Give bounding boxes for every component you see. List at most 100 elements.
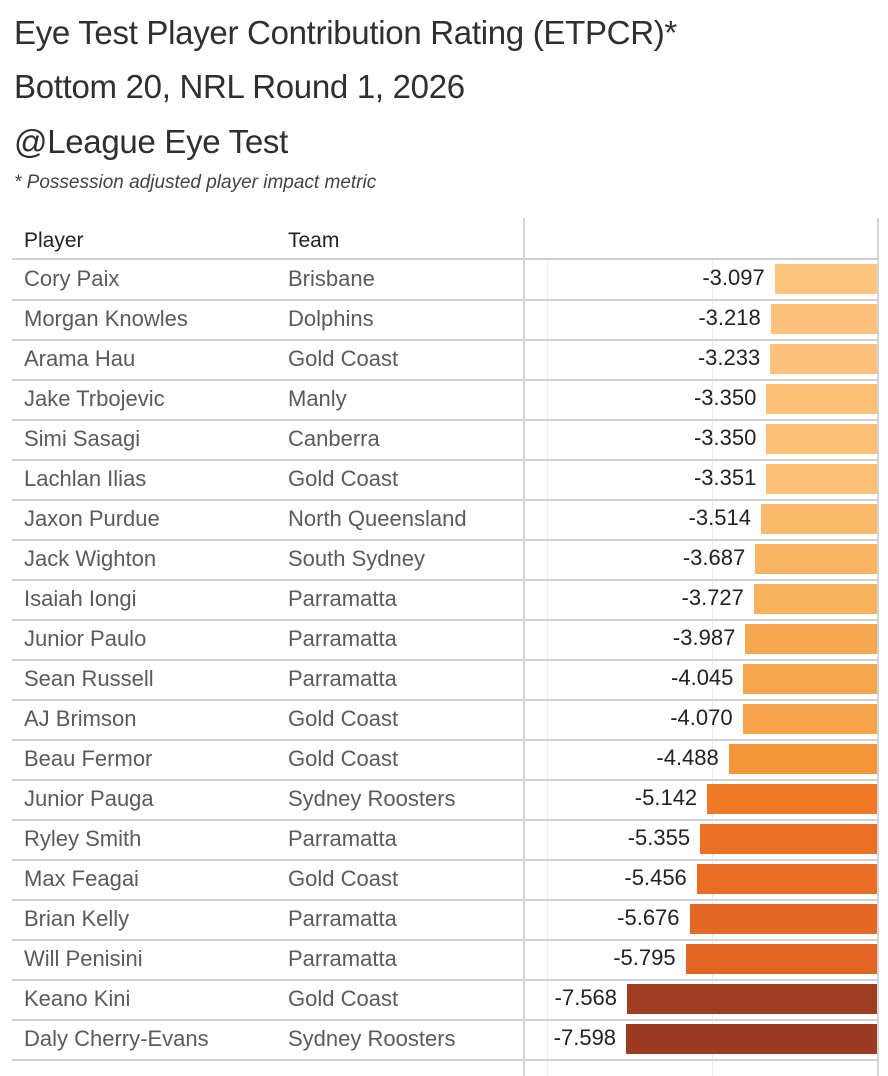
rating-value: -3.350 bbox=[693, 425, 757, 450]
rating-bar bbox=[774, 264, 877, 294]
player-name: Morgan Knowles bbox=[24, 306, 188, 331]
rating-bar bbox=[707, 784, 877, 814]
player-name: Beau Fermor bbox=[24, 746, 153, 771]
row-divider bbox=[12, 1059, 878, 1061]
chart-title-line-1: Eye Test Player Contribution Rating (ETP… bbox=[14, 14, 677, 51]
rating-bar bbox=[626, 1024, 877, 1054]
header-team: Team bbox=[288, 229, 340, 252]
column-divider bbox=[523, 218, 525, 1076]
chart-title-line-2: Bottom 20, NRL Round 1, 2026 bbox=[14, 68, 465, 105]
row-divider bbox=[12, 1019, 878, 1021]
team-name: Gold Coast bbox=[288, 746, 399, 771]
row-divider bbox=[12, 739, 878, 741]
row-divider bbox=[12, 299, 878, 301]
row-divider bbox=[12, 859, 878, 861]
team-name: Parramatta bbox=[288, 626, 397, 651]
player-name: Lachlan Ilias bbox=[24, 466, 147, 491]
player-name: Keano Kini bbox=[24, 986, 131, 1011]
rating-bar bbox=[766, 424, 877, 454]
header-divider bbox=[12, 258, 878, 260]
zero-axis-line bbox=[877, 218, 879, 1076]
table-row: Sean Russell Parramatta -4.045 bbox=[0, 660, 888, 701]
gridline-minus-5 bbox=[712, 260, 713, 1076]
rating-value: -3.727 bbox=[681, 585, 744, 610]
team-name: Gold Coast bbox=[288, 986, 399, 1011]
rating-bar bbox=[770, 344, 877, 374]
rating-bar bbox=[728, 744, 877, 774]
row-divider bbox=[12, 459, 878, 461]
row-divider bbox=[12, 979, 878, 981]
table-row: Ryley Smith Parramatta -5.355 bbox=[0, 820, 888, 861]
chart-author: @League Eye Test bbox=[14, 123, 288, 160]
row-divider bbox=[12, 939, 878, 941]
rating-bar bbox=[745, 624, 877, 654]
table-row: Daly Cherry-Evans Sydney Roosters -7.598 bbox=[0, 1020, 888, 1061]
row-divider bbox=[12, 579, 878, 581]
team-name: Gold Coast bbox=[288, 866, 399, 891]
table-row: Jack Wighton South Sydney -3.687 bbox=[0, 540, 888, 581]
player-name: Cory Paix bbox=[24, 266, 120, 291]
rating-bar bbox=[685, 944, 877, 974]
team-name: North Queensland bbox=[288, 506, 467, 531]
rating-value: -3.233 bbox=[697, 345, 761, 370]
rating-value: -7.568 bbox=[554, 985, 618, 1010]
rating-value: -3.218 bbox=[698, 305, 761, 330]
row-divider bbox=[12, 699, 878, 701]
team-name: Dolphins bbox=[288, 306, 374, 331]
player-name: Max Feagai bbox=[24, 866, 139, 891]
player-name: Will Penisini bbox=[24, 946, 143, 971]
row-divider bbox=[12, 619, 878, 621]
player-name: Simi Sasagi bbox=[24, 426, 141, 451]
rating-value: -3.351 bbox=[693, 465, 757, 490]
rating-value: -5.142 bbox=[634, 785, 698, 810]
gridline-minus-10 bbox=[547, 260, 548, 1076]
team-name: Sydney Roosters bbox=[288, 786, 456, 811]
team-name: South Sydney bbox=[288, 546, 425, 571]
table-row: Jake Trbojevic Manly -3.350 bbox=[0, 380, 888, 421]
team-name: Manly bbox=[288, 386, 347, 411]
team-name: Parramatta bbox=[288, 586, 397, 611]
table-row: Keano Kini Gold Coast -7.568 bbox=[0, 980, 888, 1021]
table-row: Simi Sasagi Canberra -3.350 bbox=[0, 420, 888, 461]
rating-value: -3.097 bbox=[702, 265, 765, 290]
header-player: Player bbox=[24, 229, 84, 252]
row-divider bbox=[12, 819, 878, 821]
table-row: Jaxon Purdue North Queensland -3.514 bbox=[0, 500, 888, 541]
rating-value: -3.350 bbox=[693, 385, 757, 410]
table-row: Morgan Knowles Dolphins -3.218 bbox=[0, 300, 888, 341]
team-name: Parramatta bbox=[288, 826, 397, 851]
row-divider bbox=[12, 779, 878, 781]
rating-bar bbox=[742, 704, 877, 734]
rating-value: -5.355 bbox=[627, 825, 691, 850]
rating-value: -4.045 bbox=[671, 665, 734, 690]
player-name: Daly Cherry-Evans bbox=[24, 1026, 209, 1051]
rating-bar bbox=[760, 504, 877, 534]
team-name: Canberra bbox=[288, 426, 380, 451]
rating-bar bbox=[770, 304, 877, 334]
team-name: Sydney Roosters bbox=[288, 1026, 456, 1051]
player-name: Junior Paulo bbox=[24, 626, 147, 651]
table-row: Junior Paulo Parramatta -3.987 bbox=[0, 620, 888, 661]
row-divider bbox=[12, 539, 878, 541]
table-row: Lachlan Ilias Gold Coast -3.351 bbox=[0, 460, 888, 501]
rating-bar bbox=[743, 664, 877, 694]
table-row: Cory Paix Brisbane -3.097 bbox=[0, 260, 888, 301]
rating-value: -7.598 bbox=[553, 1025, 617, 1050]
row-divider bbox=[12, 339, 878, 341]
player-name: Sean Russell bbox=[24, 666, 154, 691]
team-name: Gold Coast bbox=[288, 346, 399, 371]
row-divider bbox=[12, 419, 878, 421]
rating-bar bbox=[689, 904, 877, 934]
rating-value: -5.456 bbox=[624, 865, 687, 890]
row-divider bbox=[12, 379, 878, 381]
table-row: Max Feagai Gold Coast -5.456 bbox=[0, 860, 888, 901]
table-row: Isaiah Iongi Parramatta -3.727 bbox=[0, 580, 888, 621]
rating-bar bbox=[766, 464, 877, 494]
rating-bar bbox=[696, 864, 877, 894]
rating-value: -4.488 bbox=[656, 745, 719, 770]
player-name: Junior Pauga bbox=[24, 786, 154, 811]
team-name: Brisbane bbox=[288, 266, 375, 291]
rating-bar bbox=[700, 824, 877, 854]
chart-footnote: * Possession adjusted player impact metr… bbox=[14, 172, 377, 193]
rating-bar bbox=[753, 584, 877, 614]
